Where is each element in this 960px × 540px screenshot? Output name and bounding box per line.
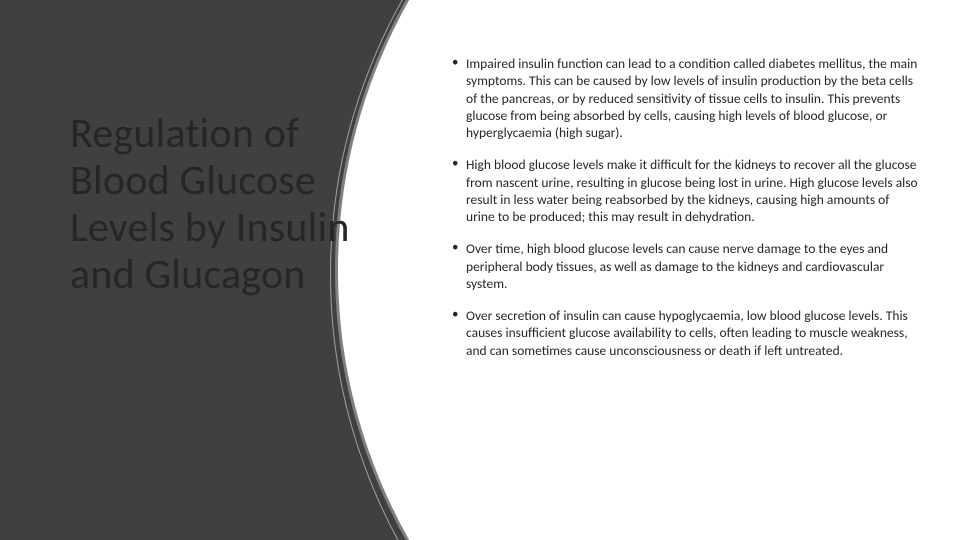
slide-title: Regulation of Blood Glucose Levels by In… — [70, 110, 370, 298]
bullet-list: Impaired insulin function can lead to a … — [450, 55, 920, 359]
bullet-item: Over time, high blood glucose levels can… — [450, 240, 920, 292]
title-area: Regulation of Blood Glucose Levels by In… — [70, 110, 370, 298]
bullet-item: High blood glucose levels make it diffic… — [450, 156, 920, 225]
bullet-item: Impaired insulin function can lead to a … — [450, 55, 920, 141]
bullet-item: Over secretion of insulin can cause hypo… — [450, 307, 920, 359]
content-area: Impaired insulin function can lead to a … — [450, 55, 920, 374]
